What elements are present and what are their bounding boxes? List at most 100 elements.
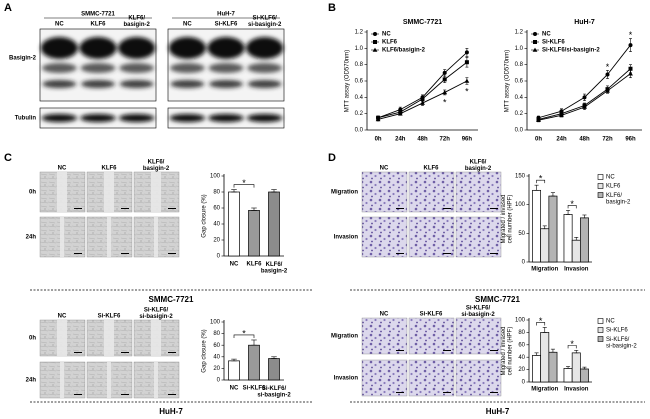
bar	[571, 239, 581, 263]
y-tick-label: 80	[518, 330, 525, 336]
y-axis-label: Gap closure (%)	[202, 194, 208, 237]
micrograph	[361, 317, 408, 355]
bar	[563, 368, 573, 383]
y-axis-label: Gap closure (%)	[202, 329, 208, 372]
blot-bands	[40, 37, 156, 122]
x-tick-label: NC	[230, 386, 239, 392]
image-lane-label: NC	[380, 312, 389, 318]
x-tick-label: KLF6/basigin-2	[261, 262, 288, 275]
bar	[540, 228, 550, 263]
y-tick-label: 80	[213, 331, 220, 337]
significance-label: *	[606, 62, 610, 72]
scale-bar	[121, 253, 129, 254]
micrograph	[408, 171, 455, 213]
x-tick-label: NC	[230, 262, 239, 268]
legend-label: Si-KLF6/si-basigin-2	[542, 48, 600, 54]
y-tick-label: 0	[522, 260, 526, 266]
significance-label: *	[570, 339, 574, 349]
image-lane-label: KLF6	[424, 166, 440, 172]
scale-bar	[490, 350, 498, 351]
wound-gap	[154, 362, 158, 398]
wound-gap	[60, 362, 64, 398]
significance-label: *	[242, 328, 246, 338]
y-axis-label: MTT assay (OD570nm)	[505, 50, 511, 113]
image-lane-label: Si-KLF6/si-basigin-2	[139, 307, 173, 320]
legend-label: NC	[542, 32, 551, 38]
y-tick-label: 0.6	[515, 79, 524, 85]
y-tick-label: 1.0	[355, 46, 364, 52]
micrograph	[455, 171, 502, 213]
panel-letter: D	[328, 152, 336, 164]
image-lane-label: KLF6/basigin-2	[143, 159, 170, 172]
wound-gap	[151, 320, 161, 356]
scale-bar	[121, 394, 129, 395]
blot-lane-label: Si-KLF6	[215, 22, 238, 28]
blot-bands	[168, 37, 284, 122]
blot-band	[42, 80, 77, 88]
y-tick-label: 20	[213, 238, 220, 244]
marker	[559, 112, 564, 118]
blot-lane-label: NC	[55, 22, 64, 28]
marker	[397, 111, 403, 116]
blot-band	[246, 114, 283, 122]
x-tick-label: Migration	[531, 387, 558, 393]
image-lane-label: Si-KLF6	[98, 314, 121, 320]
marker	[442, 77, 447, 82]
y-tick-label: 40	[213, 222, 220, 228]
y-axis-label: MTT assay (OD570nm)	[345, 50, 351, 113]
marker	[605, 88, 610, 93]
y-tick-label: 50	[518, 231, 525, 237]
significance-label: *	[539, 316, 543, 326]
scale-bar	[490, 208, 498, 209]
micrograph	[408, 359, 455, 397]
x-tick-label: 24h	[556, 137, 567, 143]
scale-bar	[396, 208, 404, 209]
significance-bracket	[567, 345, 577, 349]
section-label: SMMC-7721	[149, 295, 194, 304]
section-label: HuH-7	[159, 407, 183, 416]
legend-label: KLF6	[606, 184, 621, 190]
significance-bracket	[536, 322, 546, 326]
wound-gap	[60, 217, 64, 257]
scale-bar	[74, 394, 82, 395]
blot-band	[119, 80, 154, 88]
section-label: HuH-7	[486, 407, 510, 416]
micrograph	[408, 317, 455, 355]
blot-band	[118, 37, 156, 59]
bar	[228, 191, 240, 257]
wound-gap	[154, 217, 158, 257]
wound-gap	[104, 172, 114, 212]
blot-group-label: SMMC-7721	[81, 12, 115, 18]
blot-row-label: Tubulin	[15, 116, 37, 122]
scale-bar	[443, 392, 451, 393]
blot-band	[79, 37, 117, 59]
legend-swatch	[597, 183, 604, 189]
marker	[628, 71, 633, 76]
x-tick-label: Migration	[531, 267, 558, 273]
bar	[228, 360, 240, 381]
y-tick-label: 20	[213, 366, 220, 372]
section-label: SMMC-7721	[475, 295, 520, 304]
y-tick-label: 100	[515, 318, 526, 324]
scale-bar	[443, 208, 451, 209]
marker	[420, 96, 425, 101]
blot-band	[169, 63, 205, 73]
y-tick-label: 0.2	[515, 111, 524, 117]
blot-group-label: HuH-7	[217, 12, 235, 18]
legend-label: Si-KLF6/si-basigin-2	[606, 337, 637, 350]
blot-lane-label: KLF6	[91, 22, 107, 28]
micrograph	[361, 359, 408, 397]
blot-band	[208, 63, 244, 73]
legend-label: KLF6/basigin-2	[606, 193, 631, 206]
blot-band	[247, 63, 283, 73]
blot-band	[80, 63, 116, 73]
scale-bar	[490, 253, 498, 254]
scale-bar	[74, 208, 82, 209]
y-tick-label: 0	[522, 380, 526, 386]
scale-bar	[74, 352, 82, 353]
image-row-label: Invasion	[334, 235, 359, 241]
image-row-label: Migration	[331, 334, 358, 340]
blot-band	[208, 114, 244, 122]
image-lane-label: NC	[58, 314, 67, 320]
blot-band	[168, 37, 206, 59]
